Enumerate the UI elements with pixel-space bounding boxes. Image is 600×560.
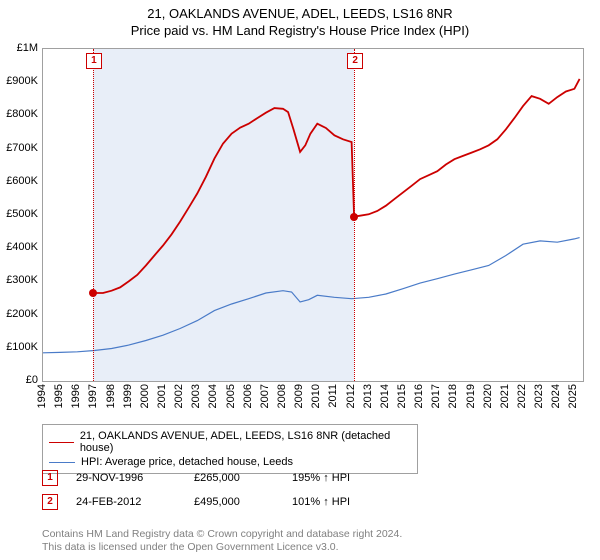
x-tick-label: 2000 [139, 384, 151, 408]
sale-dashline [93, 49, 94, 381]
plot-area: 12 [42, 48, 584, 382]
footer-attribution: Contains HM Land Registry data © Crown c… [42, 528, 402, 554]
y-tick-label: £100K [0, 341, 38, 353]
y-tick-label: £900K [0, 75, 38, 87]
legend-box: 21, OAKLANDS AVENUE, ADEL, LEEDS, LS16 8… [42, 424, 418, 474]
x-tick-label: 2001 [156, 384, 168, 408]
x-tick-label: 2025 [567, 384, 579, 408]
legend-label: HPI: Average price, detached house, Leed… [81, 456, 293, 468]
plot-svg [43, 49, 583, 381]
x-tick-label: 2013 [362, 384, 374, 408]
x-tick-label: 2019 [465, 384, 477, 408]
sale-row-2: 2 24-FEB-2012 £495,000 101% ↑ HPI [42, 494, 392, 510]
x-tick-label: 2004 [207, 384, 219, 408]
sale-point-dot [89, 289, 97, 297]
x-tick-label: 1995 [53, 384, 65, 408]
x-tick-label: 2010 [310, 384, 322, 408]
sale-marker-badge: 2 [347, 53, 363, 69]
sale-hpi: 101% ↑ HPI [292, 496, 392, 508]
y-tick-label: £0 [0, 374, 38, 386]
x-tick-label: 2009 [293, 384, 305, 408]
x-tick-label: 2023 [533, 384, 545, 408]
series-line-property [93, 79, 580, 293]
sale-badge: 2 [42, 494, 58, 510]
sale-marker-badge: 1 [86, 53, 102, 69]
x-tick-label: 2017 [430, 384, 442, 408]
x-tick-label: 2012 [345, 384, 357, 408]
x-tick-label: 2014 [379, 384, 391, 408]
chart-container: 21, OAKLANDS AVENUE, ADEL, LEEDS, LS16 8… [0, 0, 600, 560]
x-tick-label: 2016 [413, 384, 425, 408]
y-tick-label: £600K [0, 175, 38, 187]
x-tick-label: 1996 [70, 384, 82, 408]
y-tick-label: £800K [0, 108, 38, 120]
x-tick-label: 2022 [516, 384, 528, 408]
title-line-2: Price paid vs. HM Land Registry's House … [0, 23, 600, 40]
sale-point-dot [350, 213, 358, 221]
sale-hpi: 195% ↑ HPI [292, 472, 392, 484]
x-tick-label: 2011 [327, 384, 339, 408]
x-tick-label: 2002 [173, 384, 185, 408]
x-tick-label: 1994 [36, 384, 48, 408]
y-tick-label: £500K [0, 208, 38, 220]
sale-price: £265,000 [194, 472, 274, 484]
x-tick-label: 2005 [225, 384, 237, 408]
x-tick-label: 2015 [396, 384, 408, 408]
x-tick-label: 2021 [499, 384, 511, 408]
legend-row-hpi: HPI: Average price, detached house, Leed… [49, 455, 411, 469]
x-tick-label: 2008 [276, 384, 288, 408]
sale-price: £495,000 [194, 496, 274, 508]
series-line-hpi [43, 238, 580, 353]
legend-line-icon [49, 442, 74, 443]
x-tick-label: 2006 [242, 384, 254, 408]
footer-line-2: This data is licensed under the Open Gov… [42, 541, 402, 554]
sale-badge: 1 [42, 470, 58, 486]
legend-row-property: 21, OAKLANDS AVENUE, ADEL, LEEDS, LS16 8… [49, 429, 411, 455]
x-tick-label: 2018 [447, 384, 459, 408]
x-tick-label: 2007 [259, 384, 271, 408]
footer-line-1: Contains HM Land Registry data © Crown c… [42, 528, 402, 541]
x-tick-label: 1998 [105, 384, 117, 408]
legend-line-icon [49, 462, 75, 463]
x-tick-label: 1997 [87, 384, 99, 408]
y-tick-label: £1M [0, 42, 38, 54]
y-tick-label: £200K [0, 308, 38, 320]
legend-label: 21, OAKLANDS AVENUE, ADEL, LEEDS, LS16 8… [80, 430, 411, 454]
sale-row-1: 1 29-NOV-1996 £265,000 195% ↑ HPI [42, 470, 392, 486]
sale-date: 29-NOV-1996 [76, 472, 176, 484]
y-tick-label: £300K [0, 274, 38, 286]
y-tick-label: £400K [0, 241, 38, 253]
x-tick-label: 2020 [482, 384, 494, 408]
y-tick-label: £700K [0, 142, 38, 154]
chart-title: 21, OAKLANDS AVENUE, ADEL, LEEDS, LS16 8… [0, 0, 600, 40]
x-tick-label: 2024 [550, 384, 562, 408]
title-line-1: 21, OAKLANDS AVENUE, ADEL, LEEDS, LS16 8… [0, 6, 600, 23]
sale-date: 24-FEB-2012 [76, 496, 176, 508]
x-tick-label: 2003 [190, 384, 202, 408]
x-tick-label: 1999 [122, 384, 134, 408]
